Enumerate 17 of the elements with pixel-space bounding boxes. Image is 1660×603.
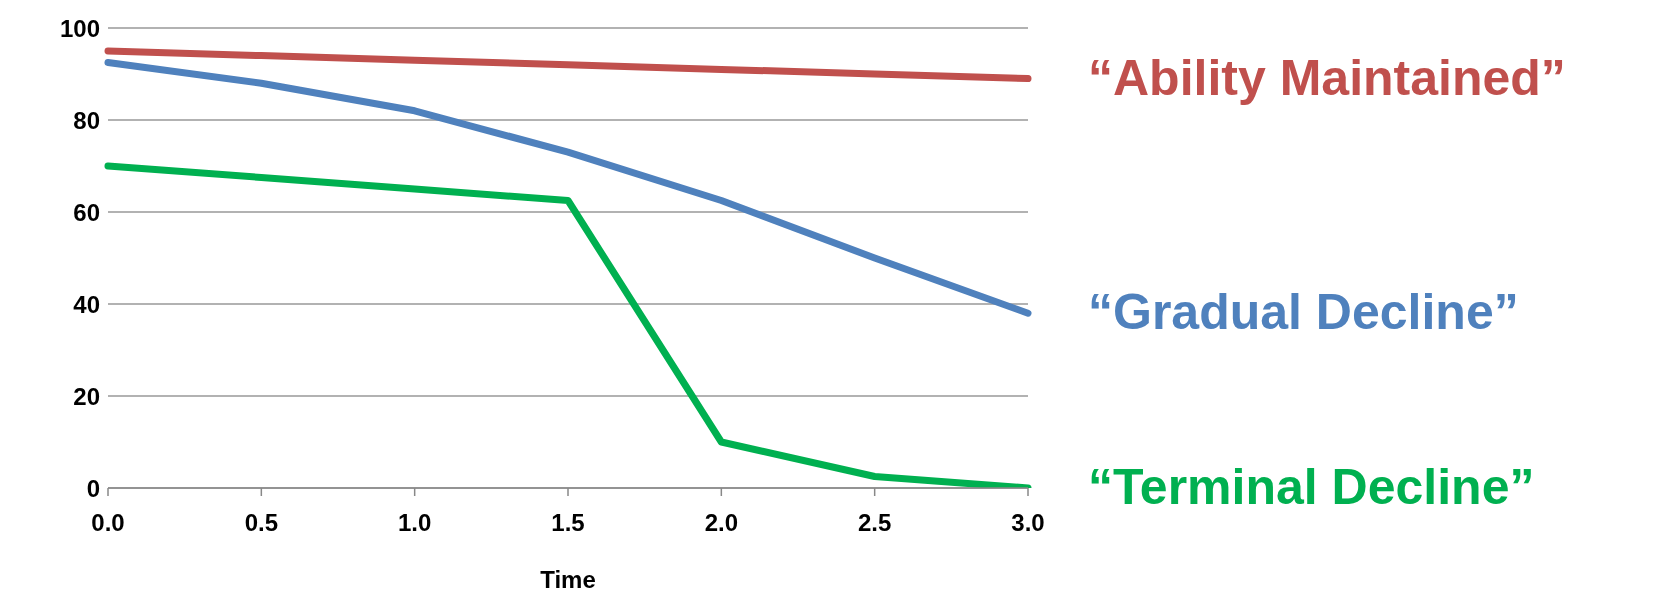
x-tick-label: 2.0 bbox=[704, 509, 739, 537]
y-tick-label: 0 bbox=[86, 474, 100, 502]
y-tick-label: 100 bbox=[59, 14, 100, 42]
y-tick-label: 20 bbox=[73, 382, 100, 410]
series-label: “Ability Maintained” bbox=[1088, 49, 1566, 106]
y-tick-label: 60 bbox=[73, 198, 100, 226]
x-tick-label: 3.0 bbox=[1011, 509, 1045, 537]
y-tick-label: 80 bbox=[73, 106, 100, 134]
x-tick-label: 1.0 bbox=[397, 509, 432, 537]
x-axis-title: Time bbox=[540, 566, 596, 593]
series-label: “Terminal Decline” bbox=[1088, 459, 1535, 515]
x-tick-label: 0.5 bbox=[244, 509, 279, 537]
x-tick-label: 2.5 bbox=[857, 509, 892, 537]
x-tick-label: 0.0 bbox=[91, 509, 125, 537]
series-label: “Gradual Decline” bbox=[1088, 284, 1519, 341]
y-tick-label: 40 bbox=[73, 290, 100, 318]
x-tick-label: 1.5 bbox=[551, 509, 585, 537]
